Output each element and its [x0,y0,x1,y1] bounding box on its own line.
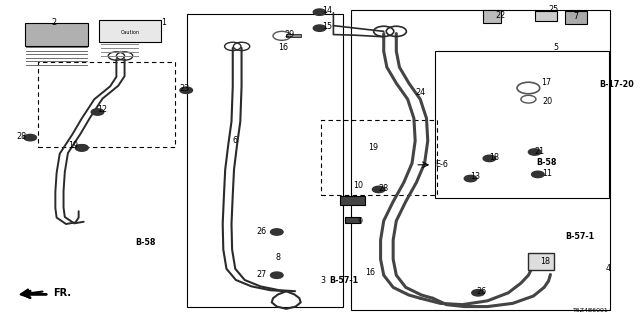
Text: 6: 6 [233,136,238,145]
Circle shape [472,290,484,296]
Circle shape [529,149,541,155]
Circle shape [271,229,283,235]
Text: 1: 1 [161,18,166,27]
Text: 15: 15 [322,22,332,31]
Text: 11: 11 [542,169,552,178]
Circle shape [313,9,326,15]
Text: 17: 17 [541,78,551,87]
Circle shape [464,175,477,182]
Bar [483,10,500,23]
Text: 10: 10 [353,181,364,190]
Circle shape [313,25,326,31]
Bar [435,51,609,198]
Bar [99,20,161,42]
FancyBboxPatch shape [529,253,554,270]
Bar [285,34,301,37]
Text: 19: 19 [68,141,79,150]
Text: B-58: B-58 [135,238,156,247]
Text: 18: 18 [490,153,499,162]
Circle shape [372,186,385,193]
Bar [25,23,88,46]
Text: B-57-1: B-57-1 [565,232,594,241]
Text: 7: 7 [573,12,579,21]
Text: 5: 5 [554,43,559,52]
Text: 19: 19 [368,143,378,152]
Text: 9: 9 [357,217,362,226]
Text: 16: 16 [278,43,288,52]
Text: FR.: FR. [54,288,72,298]
Text: B-17-20: B-17-20 [599,80,634,89]
Text: 18: 18 [540,257,550,266]
Circle shape [483,155,496,162]
Text: 8: 8 [276,253,280,262]
Text: 28: 28 [379,184,389,193]
Text: Caution: Caution [121,29,140,35]
Text: B-58: B-58 [536,158,556,167]
Text: 29: 29 [284,30,294,39]
Text: 27: 27 [257,270,267,279]
Circle shape [271,272,283,278]
Circle shape [532,171,544,178]
Text: 26: 26 [257,227,267,236]
Text: 2: 2 [51,18,56,27]
Text: E-6: E-6 [435,160,448,169]
Text: T6Z4B6001: T6Z4B6001 [573,308,609,313]
Text: 20: 20 [542,97,552,106]
Bar [345,217,360,223]
Text: 14: 14 [322,6,332,15]
Text: 26: 26 [477,287,487,296]
Text: 24: 24 [415,88,426,97]
Text: 12: 12 [97,105,108,114]
Text: 16: 16 [365,268,375,277]
Circle shape [92,109,104,115]
Bar [188,14,343,307]
Text: 4: 4 [605,264,610,273]
Bar [321,120,437,195]
Circle shape [24,134,36,141]
Text: 25: 25 [548,5,559,14]
Circle shape [76,145,88,151]
Text: 22: 22 [496,11,506,20]
Text: 13: 13 [470,172,481,181]
Bar [340,196,365,205]
Text: 3: 3 [321,276,326,285]
Text: B-57-1: B-57-1 [330,276,359,285]
Bar [565,11,587,24]
Text: 28: 28 [16,132,26,141]
Bar [38,62,175,147]
Text: 21: 21 [534,147,545,156]
Text: 23: 23 [179,84,189,93]
Bar [534,11,557,21]
Circle shape [180,87,193,93]
Bar [351,10,610,310]
